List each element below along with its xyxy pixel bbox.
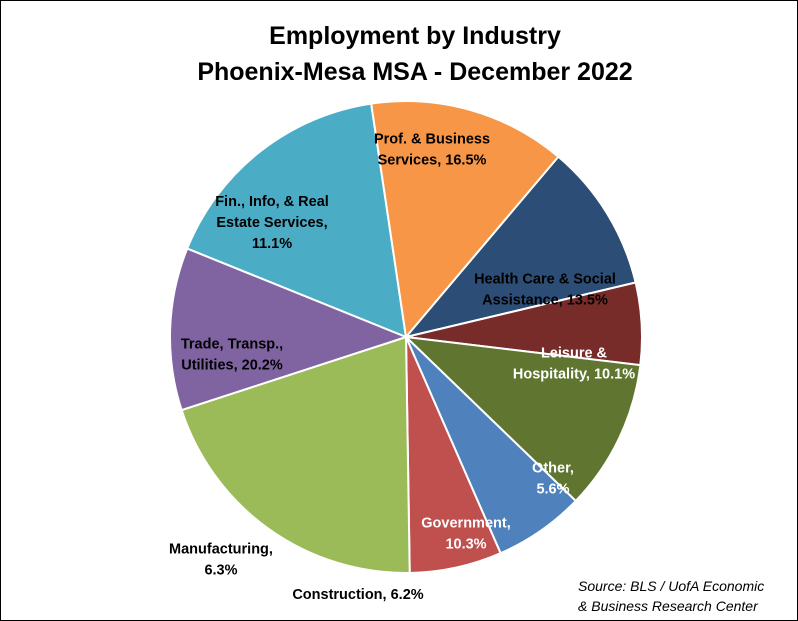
slice-label-1: Health Care & Social Assistance, 13.5% bbox=[474, 272, 616, 309]
slice-label-line: Assistance, 13.5% bbox=[482, 293, 608, 309]
slice-label-line: 6.3% bbox=[204, 563, 237, 579]
slice-label-line: Other, bbox=[532, 461, 574, 477]
slice-label-line: Services, 16.5% bbox=[378, 153, 487, 169]
slice-label-line: Government, bbox=[421, 516, 510, 532]
chart-title-line-1: Employment by Industry bbox=[269, 22, 561, 50]
pie-slice-2 bbox=[403, 155, 637, 339]
pie-slice-0 bbox=[185, 102, 408, 339]
slice-label-line: 11.1% bbox=[252, 236, 292, 252]
slice-label-8: Fin., Info, & Real Estate Services, 11.1% bbox=[215, 194, 329, 252]
slice-label-line: Manufacturing, bbox=[169, 542, 273, 558]
slice-label-line: Estate Services, bbox=[216, 215, 327, 231]
slice-label-line: Utilities, 20.2% bbox=[181, 358, 283, 374]
slice-label-line: 10.3% bbox=[445, 537, 486, 553]
source-note-line-2: & Business Research Center bbox=[578, 598, 759, 614]
slice-label-line: Hospitality, 10.1% bbox=[513, 367, 635, 383]
slice-label-line: Construction, 6.2% bbox=[292, 587, 423, 603]
pie-slice-4 bbox=[403, 335, 642, 503]
pie-slice-7 bbox=[180, 335, 411, 574]
slice-label-line: Health Care & Social bbox=[474, 272, 616, 288]
pie-slice-1 bbox=[370, 100, 560, 340]
slice-label-line: Leisure & bbox=[541, 346, 608, 362]
slice-label-6: Manufacturing, 6.3% bbox=[169, 542, 273, 579]
chart-title-line-2: Phoenix-Mesa MSA - December 2022 bbox=[197, 58, 632, 86]
slice-labels: Prof. & Business Services, 16.5% Health Ca… bbox=[169, 132, 635, 604]
slice-label-3: Other, 5.6% bbox=[532, 461, 574, 498]
slice-label-line: 5.6% bbox=[536, 482, 569, 498]
pie-slices bbox=[169, 100, 643, 574]
slice-label-5: Construction, 6.2% bbox=[292, 587, 423, 603]
slice-label-0: Prof. & Business Services, 16.5% bbox=[374, 132, 490, 169]
slice-label-line: Fin., Info, & Real bbox=[215, 194, 329, 210]
slice-label-line: Trade, Transp., bbox=[181, 337, 283, 353]
source-note-line-1: Source: BLS / UofA Economic bbox=[578, 578, 764, 594]
slice-label-line: Prof. & Business bbox=[374, 132, 490, 148]
slice-label-2: Leisure & Hospitality, 10.1% bbox=[513, 346, 635, 383]
slice-label-4: Government, 10.3% bbox=[421, 516, 510, 553]
slice-label-7: Trade, Transp., Utilities, 20.2% bbox=[181, 337, 283, 374]
pie-slice-8 bbox=[169, 247, 409, 412]
